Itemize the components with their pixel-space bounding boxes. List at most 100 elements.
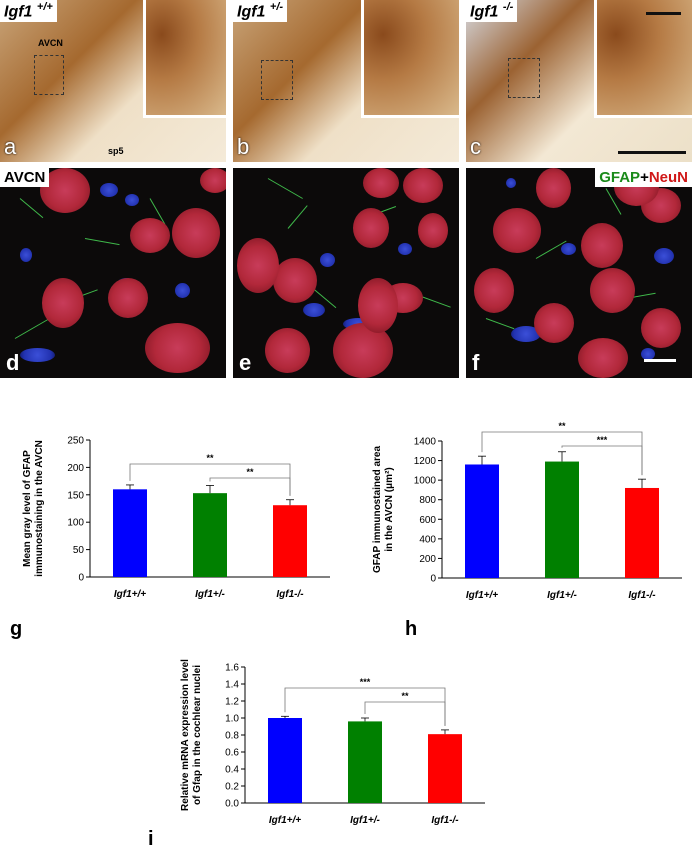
fluorescence-e: e xyxy=(233,168,459,378)
y-tick-label: 0.6 xyxy=(225,748,239,759)
neuron-cell xyxy=(641,308,681,348)
panel-letter-g: g xyxy=(10,618,23,640)
y-tick-label: 600 xyxy=(419,515,436,526)
micrograph-b: Igf1 +/- b xyxy=(233,0,459,162)
y-tick-label: 200 xyxy=(67,463,84,474)
neuron-cell xyxy=(534,303,574,343)
neuron-cell xyxy=(42,278,84,328)
gfap-process xyxy=(19,198,44,219)
significance-label: ** xyxy=(246,467,254,477)
bar xyxy=(465,464,499,578)
panel-letter-e: e xyxy=(239,350,252,375)
roi-box-c xyxy=(508,58,540,98)
nucleus-cell xyxy=(20,248,32,262)
y-tick-label: 0.2 xyxy=(225,782,239,793)
neuron-cell xyxy=(493,208,541,253)
inset-b xyxy=(361,0,459,118)
y-tick-label: 1000 xyxy=(414,476,437,487)
significance-bracket xyxy=(209,477,291,496)
neuron-cell xyxy=(353,208,389,248)
genotype-label-b: Igf1 +/- xyxy=(233,0,288,23)
bar xyxy=(625,487,659,578)
significance-label: *** xyxy=(360,677,371,687)
y-tick-label: 0 xyxy=(78,573,84,584)
inset-a xyxy=(143,0,226,118)
x-tick-label: Igf1+/- xyxy=(195,589,225,600)
gfap-process xyxy=(14,318,50,339)
significance-bracket xyxy=(561,445,643,476)
gfap-process xyxy=(84,238,120,246)
x-tick-label: Igf1+/+ xyxy=(466,590,498,601)
neuron-cell xyxy=(358,278,398,333)
neuron-cell xyxy=(418,213,448,248)
genotype-label-c: Igf1 -/- xyxy=(466,0,518,23)
nucleus-cell xyxy=(511,326,541,342)
y-tick-label: 0.4 xyxy=(225,765,239,776)
neuron-cell xyxy=(474,268,514,313)
nucleus-cell xyxy=(654,248,674,264)
neuron-cell xyxy=(273,258,317,303)
panel-letter-h: h xyxy=(405,618,418,640)
y-tick-label: 150 xyxy=(67,490,84,501)
significance-label: *** xyxy=(597,435,608,445)
panel-letter-f: f xyxy=(472,350,480,375)
x-tick-label: Igf1+/- xyxy=(350,815,380,826)
y-tick-label: 1.0 xyxy=(225,714,239,725)
micrograph-a: Igf1 +/+ AVCN sp5 a xyxy=(0,0,226,162)
nucleus-cell xyxy=(175,283,190,298)
panel-letter-i: i xyxy=(148,828,154,850)
y-tick-label: 1.4 xyxy=(225,680,239,691)
neuron-cell xyxy=(333,323,393,378)
nucleus-cell xyxy=(303,303,325,317)
y-tick-label: 800 xyxy=(419,495,436,506)
roi-box-a xyxy=(34,55,64,95)
x-tick-label: Igf1-/- xyxy=(431,815,459,826)
panel-letter-b: b xyxy=(237,134,250,159)
significance-bracket xyxy=(364,701,446,726)
bar xyxy=(193,493,227,577)
nucleus-cell xyxy=(561,243,576,255)
neuron-cell xyxy=(237,238,279,293)
x-tick-label: Igf1+/+ xyxy=(114,589,146,600)
y-tick-label: 0.0 xyxy=(225,799,239,810)
y-tick-label: 1200 xyxy=(414,456,437,467)
neuron-cell xyxy=(108,278,148,318)
avcn-label: AVCN xyxy=(38,38,63,48)
neuron-cell xyxy=(581,223,623,268)
nucleus-cell xyxy=(506,178,516,188)
neuron-cell xyxy=(130,218,170,253)
stain-legend: GFAP+NeuN xyxy=(595,168,692,187)
nucleus-cell xyxy=(641,348,655,360)
neuron-cell xyxy=(172,208,220,258)
bar xyxy=(428,734,462,803)
y-axis-label: Mean gray level of GFAPimmunostaining in… xyxy=(22,440,45,577)
panel-letter-a: a xyxy=(4,134,17,159)
y-tick-label: 1.2 xyxy=(225,697,239,708)
scale-bar-main xyxy=(618,151,686,154)
y-tick-label: 250 xyxy=(67,436,84,447)
scale-bar-fluorescence xyxy=(644,359,676,362)
bar xyxy=(348,721,382,803)
chart-g: Mean gray level of GFAPimmunostaining in… xyxy=(22,436,330,600)
fluorescence-d: AVCN d xyxy=(0,168,226,378)
sp5-label: sp5 xyxy=(108,146,124,156)
neuron-cell xyxy=(403,168,443,203)
bar xyxy=(268,718,302,803)
y-axis-label: Relative mRNA expression levelof Gfap in… xyxy=(180,659,203,811)
y-tick-label: 100 xyxy=(67,518,84,529)
y-axis-label: GFAP immunostained areain the AVCN (μm²) xyxy=(372,446,395,574)
significance-label: ** xyxy=(558,421,566,431)
neuron-cell xyxy=(536,168,571,208)
scale-bar-inset xyxy=(646,12,681,15)
y-tick-label: 0.8 xyxy=(225,731,239,742)
neuron-cell xyxy=(590,268,635,313)
panel-letter-c: c xyxy=(470,134,481,159)
chart-h: GFAP immunostained areain the AVCN (μm²)… xyxy=(372,421,682,601)
x-tick-label: Igf1-/- xyxy=(628,590,656,601)
significance-label: ** xyxy=(401,691,409,701)
y-tick-label: 400 xyxy=(419,534,436,545)
neuron-cell xyxy=(578,338,628,378)
neuron-cell xyxy=(363,168,399,198)
gfap-process xyxy=(287,205,308,229)
y-tick-label: 200 xyxy=(419,554,436,565)
